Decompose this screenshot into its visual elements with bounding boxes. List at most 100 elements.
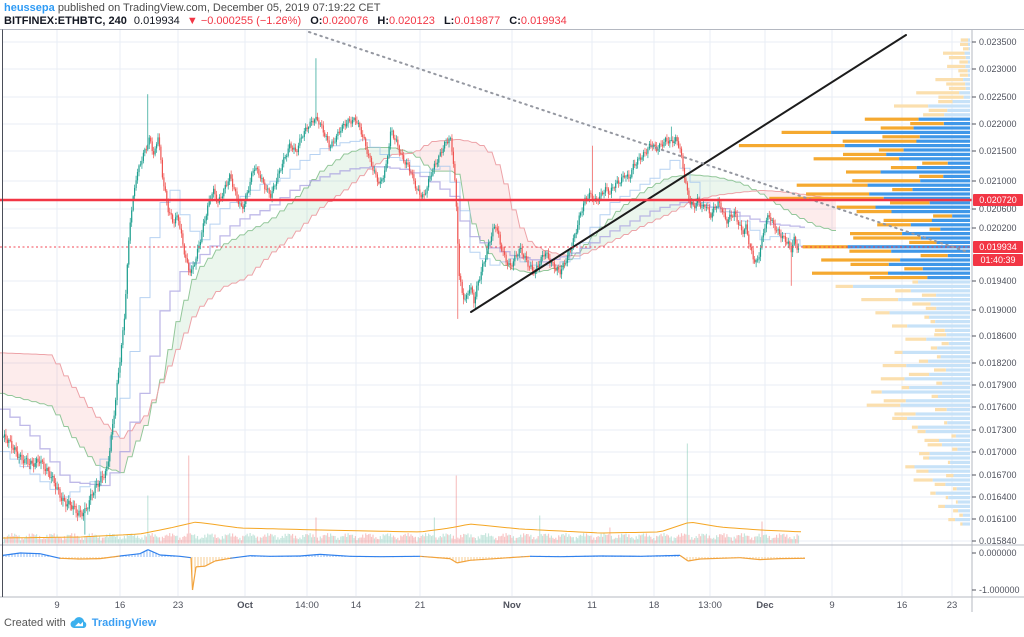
username-link[interactable]: heussepa	[4, 2, 55, 14]
candle-body	[498, 230, 500, 235]
volume-bar	[58, 537, 60, 544]
candle-body	[164, 186, 166, 191]
candle-body	[215, 194, 218, 202]
candle-body	[776, 230, 778, 232]
candle-body	[175, 217, 177, 224]
profile-row-buy	[955, 518, 970, 522]
profile-row-sell	[796, 183, 868, 187]
candle-body	[401, 153, 403, 156]
candle-body	[262, 177, 264, 183]
profile-row-buy	[903, 148, 970, 152]
candle-body	[423, 194, 425, 196]
volume-bar	[158, 537, 161, 544]
candle-body	[179, 221, 181, 229]
candle-body	[106, 466, 108, 472]
volume-bar	[271, 534, 273, 544]
candle-body	[480, 271, 482, 280]
profile-row-sell	[890, 201, 930, 205]
profile-row-buy	[956, 487, 970, 491]
candle-body	[490, 236, 492, 242]
candle-body	[156, 144, 158, 149]
profile-row-buy	[963, 78, 970, 82]
profile-row-buy	[942, 443, 970, 447]
volume-bar	[562, 534, 564, 544]
candle-body	[575, 232, 577, 234]
candle-body	[467, 293, 469, 295]
volume-bar	[572, 537, 574, 544]
volume-bar	[678, 534, 680, 544]
descending-dotted-trendline[interactable]	[308, 31, 969, 253]
volume-bar	[430, 536, 433, 544]
volume-bar	[413, 537, 415, 544]
volume-bar	[759, 537, 762, 544]
volume-bar	[717, 537, 719, 544]
volume-bar	[583, 533, 585, 544]
candle-body	[3, 434, 6, 437]
candle-body	[464, 298, 466, 300]
candle-body	[768, 215, 770, 218]
tenkan-sen-line	[0, 139, 805, 498]
volume-bar	[34, 535, 36, 544]
price-chart[interactable]: 0.023500 0.023000 0.022500 0.022000 0.021500…	[0, 28, 1024, 612]
candle-body	[25, 458, 27, 460]
volume-bar	[286, 536, 288, 544]
candle-body	[157, 137, 159, 145]
volume-bar	[749, 539, 751, 544]
candle-body	[182, 233, 184, 245]
profile-row-sell	[948, 86, 966, 90]
candle-body	[395, 139, 397, 141]
volume-bar	[79, 539, 82, 544]
volume-bar	[22, 539, 25, 544]
volume-bar	[401, 536, 403, 544]
candle-body	[585, 197, 588, 200]
volume-bar	[479, 538, 481, 544]
volume-bar	[407, 533, 409, 544]
candle-body	[568, 250, 570, 256]
volume-bar	[316, 537, 318, 544]
time-axis[interactable]: 9 16 23 Oct 14:00 14 21 Nov 11 18 13:00 Dec 9 16 23	[54, 600, 957, 611]
candle-body	[461, 281, 463, 293]
volume-bar	[679, 536, 681, 544]
x-axis-label: 11	[587, 600, 597, 611]
y-axis-label: 0.017300	[979, 425, 1017, 435]
candle-body	[232, 178, 234, 187]
profile-row-buy	[853, 284, 970, 288]
symbol-title[interactable]: BITFINEX:ETHBTC, 240	[4, 15, 127, 27]
candle-body	[5, 434, 7, 440]
profile-row-sell	[890, 166, 917, 170]
volume-bar	[449, 534, 452, 544]
horizontal-price-lines[interactable]	[0, 198, 972, 248]
published-text: published on TradingView.com, December 0…	[57, 2, 381, 14]
volume-bar	[773, 537, 775, 544]
trendline-drawings[interactable]	[308, 31, 969, 313]
volume-bar	[91, 533, 93, 544]
profile-row-sell	[930, 491, 936, 495]
volume-bar	[602, 536, 604, 544]
profile-row-sell	[935, 78, 964, 82]
profile-row-buy	[900, 403, 970, 407]
candle-body	[394, 138, 396, 141]
candle-body	[607, 188, 609, 194]
volume-bar	[120, 539, 123, 544]
profile-row-sell	[922, 161, 948, 165]
volume-bar	[85, 536, 87, 544]
candle-body	[271, 191, 273, 198]
volume-bar	[15, 534, 17, 544]
candle-body	[158, 137, 161, 147]
profile-row-sell	[946, 82, 966, 86]
candle-body	[417, 189, 419, 191]
x-axis-label: 14:00	[295, 600, 319, 611]
candle-body	[615, 183, 617, 188]
ascending-trendline[interactable]	[470, 34, 907, 313]
candle-body	[359, 123, 361, 127]
volume-bar	[156, 536, 158, 544]
volume-bar	[540, 534, 542, 544]
tradingview-link[interactable]: TradingView	[91, 617, 157, 629]
profile-row-buy	[944, 113, 970, 117]
price-axis[interactable]: 0.023500 0.023000 0.022500 0.022000 0.021500…	[972, 37, 1020, 595]
profile-row-buy	[964, 51, 970, 55]
candle-body	[36, 458, 38, 463]
profile-row-sell	[959, 60, 968, 64]
volume-bar	[192, 535, 194, 544]
candle-body	[743, 229, 745, 234]
